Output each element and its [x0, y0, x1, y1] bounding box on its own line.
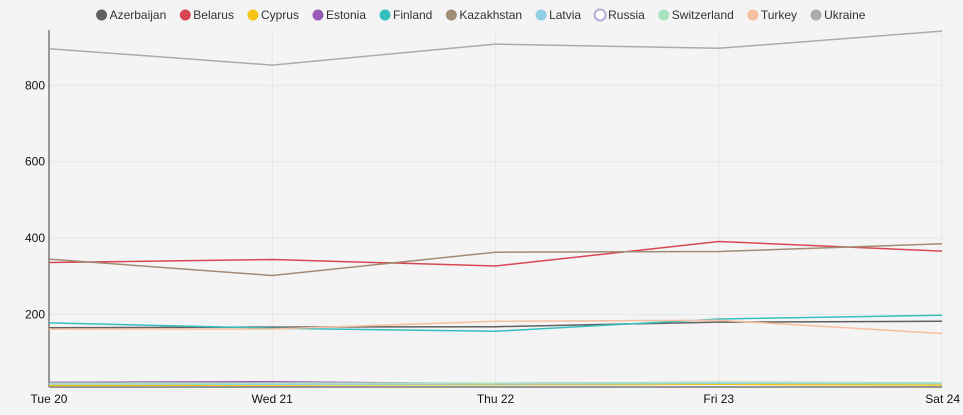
legend-marker-latvia[interactable]	[535, 9, 547, 21]
legend[interactable]: Azerbaijan Belarus Cyprus Estonia Finland Kaz…	[96, 8, 866, 22]
legend-marker-cyprus[interactable]	[247, 9, 259, 21]
series-line-cyprus	[48, 383, 943, 387]
legend-marker-switzerland[interactable]	[658, 9, 670, 21]
y-tick-label: 800	[25, 78, 45, 92]
legend-marker-finland[interactable]	[379, 9, 391, 21]
series-layer	[48, 30, 943, 387]
legend-marker-ukraine[interactable]	[810, 9, 822, 21]
legend-marker-kazakhstan[interactable]	[445, 9, 457, 21]
legend-label-russia[interactable]: Russia	[608, 8, 645, 22]
legend-label-belarus[interactable]: Belarus	[193, 8, 234, 22]
legend-label-latvia[interactable]: Latvia	[549, 8, 581, 22]
series-line-belarus	[48, 240, 943, 267]
legend-label-kazakhstan[interactable]: Kazakhstan	[459, 8, 522, 22]
legend-label-estonia[interactable]: Estonia	[326, 8, 366, 22]
legend-marker-estonia[interactable]	[312, 9, 324, 21]
legend-label-cyprus[interactable]: Cyprus	[261, 8, 299, 22]
y-tick-label: 600	[25, 155, 45, 169]
legend-item-estonia[interactable]: Estonia	[312, 8, 366, 22]
series-line-switzerland	[48, 381, 943, 385]
legend-item-turkey[interactable]: Turkey	[747, 8, 797, 22]
series-line-kazakhstan	[48, 243, 943, 277]
legend-marker-azerbaijan[interactable]	[96, 9, 108, 21]
series-line-azerbaijan	[48, 320, 943, 329]
x-tick-label: Tue 20	[31, 392, 68, 406]
x-tick-label: Wed 21	[252, 392, 293, 406]
legend-item-belarus[interactable]: Belarus	[179, 8, 234, 22]
legend-item-kazakhstan[interactable]: Kazakhstan	[445, 8, 522, 22]
legend-label-azerbaijan[interactable]: Azerbaijan	[110, 8, 167, 22]
legend-marker-turkey[interactable]	[747, 9, 759, 21]
legend-marker-belarus[interactable]	[179, 9, 191, 21]
legend-marker-russia[interactable]	[593, 8, 607, 22]
legend-item-finland[interactable]: Finland	[379, 8, 433, 22]
legend-item-azerbaijan[interactable]: Azerbaijan	[96, 8, 166, 22]
grid-layer	[48, 30, 943, 387]
series-line-finland	[48, 314, 943, 333]
legend-item-cyprus[interactable]: Cyprus	[247, 8, 299, 22]
legend-label-turkey[interactable]: Turkey	[761, 8, 797, 22]
legend-label-finland[interactable]: Finland	[393, 8, 432, 22]
legend-item-switzerland[interactable]: Switzerland	[658, 8, 734, 22]
x-tick-label: Thu 22	[477, 392, 515, 406]
legend-item-russia[interactable]: Russia	[593, 8, 646, 22]
y-tick-label: 200	[25, 307, 45, 321]
series-line-ukraine	[48, 30, 943, 66]
legend-label-ukraine[interactable]: Ukraine	[824, 8, 866, 22]
legend-item-latvia[interactable]: Latvia	[535, 8, 582, 22]
legend-item-ukraine[interactable]: Ukraine	[810, 8, 866, 22]
legend-label-switzerland[interactable]: Switzerland	[672, 8, 734, 22]
series-line-turkey	[49, 319, 943, 335]
x-tick-label: Sat 24	[925, 392, 960, 406]
y-tick-label: 400	[25, 231, 45, 245]
axis-layer: 200 400 600 800 Tue 20 Wed 21 Thu 22 Fri 23 Sat …	[25, 30, 960, 406]
x-tick-label: Fri 23	[703, 392, 734, 406]
